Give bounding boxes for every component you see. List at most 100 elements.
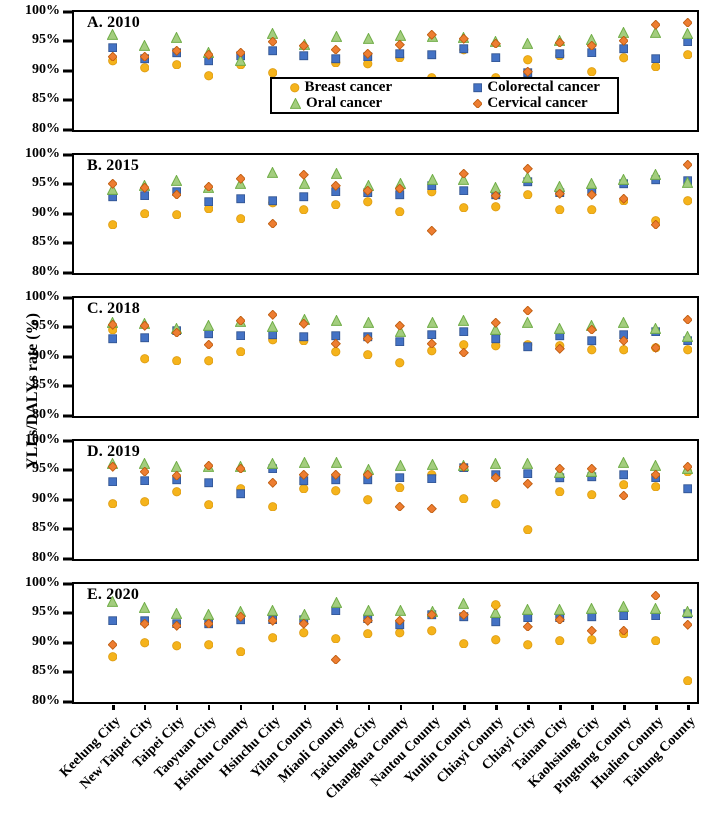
x-tick-mark [367,705,371,710]
marker-cervical [330,469,342,481]
marker-cervical [203,181,214,192]
y-tick-label: 90% [32,490,60,506]
y-tick-label: 85% [32,377,60,392]
marker-breast [107,219,118,230]
marker-colorectal [108,616,118,626]
marker-cervical [522,66,534,78]
marker-cervical [171,45,182,56]
marker-breast [555,205,565,215]
marker-cervical [554,344,565,355]
marker-colorectal [267,46,278,56]
marker-cervical [139,618,150,630]
marker-colorectal [331,54,341,64]
legend-item-cervical-cancer: Cervical cancer [455,95,617,112]
marker-cervical [490,318,502,329]
marker-breast [587,345,597,355]
marker-oral [266,166,279,178]
marker-cervical [362,185,374,197]
legend-label: Colorectal cancer [487,79,600,96]
marker-oral [298,607,311,620]
marker-oral [681,176,694,189]
marker-breast [203,71,214,81]
panel-title: E. 2020 [87,586,140,603]
marker-oral [266,320,279,332]
marker-colorectal [235,331,246,341]
marker-cervical [330,654,342,665]
marker-cervical [107,319,118,331]
marker-oral [170,31,183,43]
marker-breast [682,196,693,206]
marker-cervical [107,640,118,651]
marker-breast [587,635,597,645]
marker-breast [651,62,661,72]
marker-breast [267,633,278,643]
marker-cervical [330,180,342,192]
y-tick-mark [63,10,72,13]
marker-breast [171,209,182,220]
marker-colorectal [140,333,150,343]
marker-breast [395,482,405,493]
marker-cervical [650,19,661,30]
y-tick-mark [63,582,72,585]
y-tick-label: 85% [32,663,60,678]
marker-cervical [267,309,278,321]
marker-breast [107,652,118,662]
marker-breast [523,524,533,535]
marker-cervical [107,51,118,62]
y-tick-label: 95% [32,318,60,333]
marker-oral [521,37,534,49]
marker-breast [139,638,150,648]
marker-colorectal [395,473,405,483]
marker-colorectal [459,185,469,196]
marker-breast [331,486,341,496]
marker-cervical [458,609,470,621]
marker-breast [619,345,629,355]
marker-breast [395,206,405,217]
marker-cervical [554,188,565,199]
marker-colorectal [203,478,214,488]
marker-cervical [235,463,246,474]
marker-cervical [267,477,278,488]
marker-oral [458,314,470,327]
marker-cervical [522,305,534,316]
x-tick-mark [112,705,115,710]
marker-oral [521,171,534,183]
marker-breast [139,208,150,219]
marker-colorectal [299,192,309,202]
panel-2019: D. 2019 [72,439,699,561]
marker-colorectal [203,197,214,207]
marker-colorectal [427,50,437,60]
marker-cervical [522,621,534,632]
y-tick-mark [63,153,72,156]
marker-cervical [299,618,310,630]
marker-breast [363,628,373,639]
marker-colorectal [235,194,246,204]
marker-cervical [586,625,597,637]
y-tick-label: 80% [32,263,60,279]
marker-breast [491,202,501,212]
y-tick-mark [63,69,72,72]
marker-breast [523,55,533,65]
y-tick-mark [63,527,72,531]
marker-breast [235,346,246,357]
y-tick-label: 85% [32,520,60,535]
marker-oral [298,177,311,189]
marker-oral [649,601,662,614]
marker-oral [394,604,406,616]
x-tick-mark [207,705,211,710]
marker-cervical [618,625,629,636]
legend-label: Breast cancer [304,79,393,96]
marker-breast [331,199,341,210]
legend-label: Oral cancer [306,94,383,111]
marker-oral [330,314,343,327]
marker-oral [585,177,598,189]
marker-breast [651,481,661,492]
marker-cervical [203,49,214,61]
marker-oral [266,604,279,616]
marker-oral [330,456,343,469]
marker-colorectal [108,477,118,487]
marker-oral [553,321,566,334]
marker-breast [299,205,309,215]
y-tick-mark [63,414,72,417]
marker-cervical [171,327,182,338]
